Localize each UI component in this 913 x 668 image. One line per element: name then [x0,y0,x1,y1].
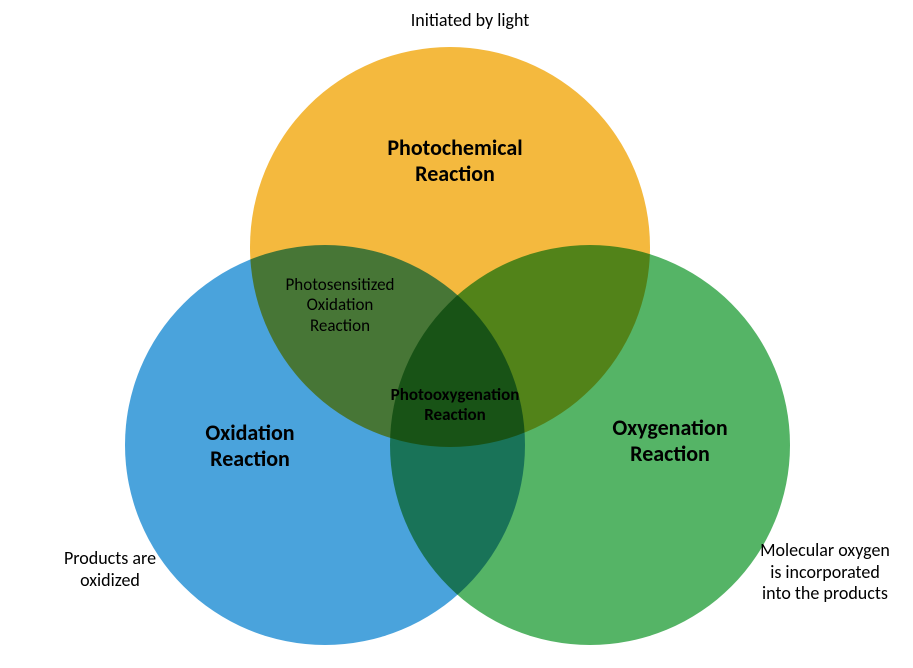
circle-label-top: Photochemical Reaction [345,135,565,188]
annotation-top: Initiated by light [370,10,570,32]
intersection-label-top-left: Photosensitized Oxidation Reaction [255,275,425,336]
annotation-right: Molecular oxygen is incorporated into th… [740,540,910,605]
annotation-left: Products are oxidized [30,548,190,591]
circle-label-right: Oxygenation Reaction [570,415,770,468]
circle-label-left: Oxidation Reaction [160,420,340,473]
intersection-label-center: Photooxygenation Reaction [355,385,555,426]
